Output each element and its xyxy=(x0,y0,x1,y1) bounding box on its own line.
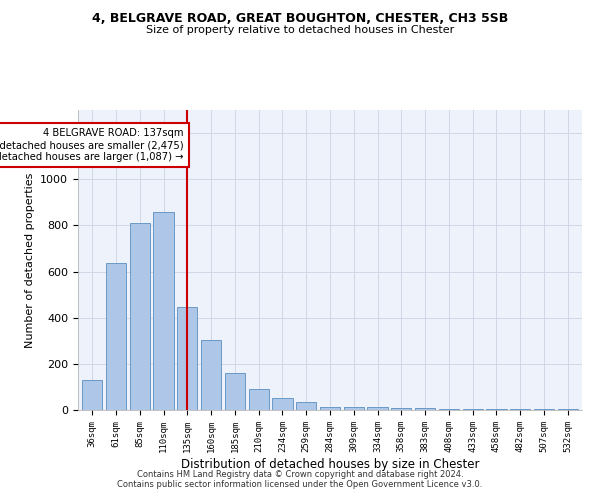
Text: Size of property relative to detached houses in Chester: Size of property relative to detached ho… xyxy=(146,25,454,35)
Bar xyxy=(367,406,388,410)
Bar xyxy=(248,388,269,410)
Bar xyxy=(487,409,506,410)
Bar xyxy=(344,406,364,410)
Bar xyxy=(296,402,316,410)
Bar xyxy=(201,340,221,410)
Bar xyxy=(320,406,340,410)
Bar xyxy=(439,409,459,410)
Bar xyxy=(415,408,435,410)
Bar xyxy=(272,398,293,410)
Bar xyxy=(557,409,578,410)
Bar xyxy=(177,308,197,410)
Text: Contains HM Land Registry data © Crown copyright and database right 2024.: Contains HM Land Registry data © Crown c… xyxy=(137,470,463,479)
Bar xyxy=(225,373,245,410)
Bar xyxy=(510,409,530,410)
Bar xyxy=(130,223,150,410)
Text: 4 BELGRAVE ROAD: 137sqm
← 69% of detached houses are smaller (2,475)
31% of semi: 4 BELGRAVE ROAD: 137sqm ← 69% of detache… xyxy=(0,128,184,162)
Bar xyxy=(463,409,483,410)
Bar xyxy=(534,409,554,410)
Text: 4, BELGRAVE ROAD, GREAT BOUGHTON, CHESTER, CH3 5SB: 4, BELGRAVE ROAD, GREAT BOUGHTON, CHESTE… xyxy=(92,12,508,26)
Bar xyxy=(391,408,412,410)
X-axis label: Distribution of detached houses by size in Chester: Distribution of detached houses by size … xyxy=(181,458,479,470)
Text: Contains public sector information licensed under the Open Government Licence v3: Contains public sector information licen… xyxy=(118,480,482,489)
Bar xyxy=(106,264,126,410)
Y-axis label: Number of detached properties: Number of detached properties xyxy=(25,172,35,348)
Bar xyxy=(154,212,173,410)
Bar xyxy=(82,380,103,410)
